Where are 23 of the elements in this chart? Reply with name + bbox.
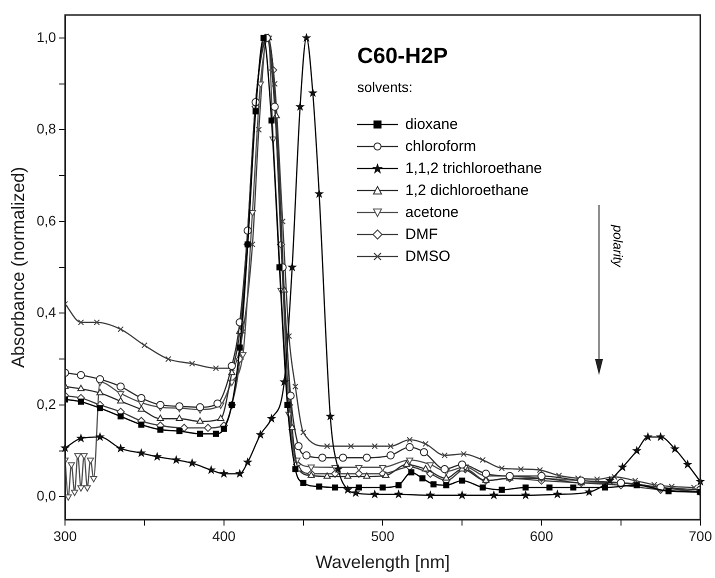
y-tick-label: 1,0 [36,28,56,45]
legend-label: 1,1,2 trichloroethane [405,160,542,176]
x-tick-label: 700 [688,528,712,544]
text: C60-H2P [357,43,449,69]
legend-title: solvents: [357,79,414,95]
y-axis-title: Absorbance (normalized) [8,166,28,368]
legend-label: DMF [405,226,438,242]
legend-label: 1,2 dichloroethane [405,182,529,198]
x-tick-label: 500 [371,528,395,544]
x-tick-label: 400 [212,528,236,544]
y-tick-label: 0,2 [36,396,56,412]
y-tick-label: 0,0 [36,488,56,504]
y-tick-label: 0,4 [36,304,56,320]
x-axis-title: Wavelength [nm] [315,552,450,572]
legend-label: chloroform [405,138,476,154]
legend-label: dioxane [405,116,458,132]
legend-label: DMSO [405,248,450,264]
x-tick-label: 600 [530,528,554,544]
y-tick-label: 0,8 [36,120,56,137]
x-tick-label: 300 [53,528,77,544]
legend-label: acetone [405,204,459,220]
y-tick-label: 0,6 [36,212,56,228]
annotation: polarity [610,225,626,267]
